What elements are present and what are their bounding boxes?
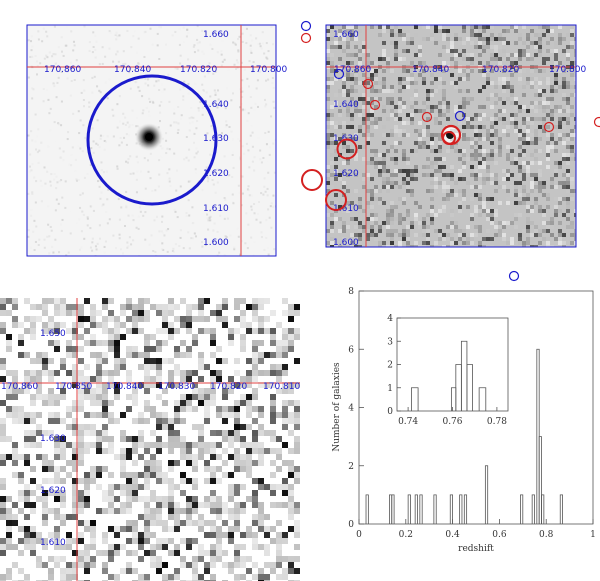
- inset-y-tick-label: 0: [387, 407, 393, 417]
- galaxy-marker-red-large: [301, 169, 323, 191]
- histogram-bar: [459, 494, 463, 524]
- x-tick-label: 0.6: [492, 530, 507, 540]
- panel-c-dec-label: 1.650: [40, 329, 66, 339]
- galaxy-marker-red-large: [336, 138, 358, 160]
- panel-c-image: 170.860 170.850 170.840 170.830 170.820 …: [0, 298, 300, 581]
- histogram-bar: [391, 494, 395, 524]
- panel-c-ra-label: 170.850: [55, 382, 92, 392]
- panel-b-dec-label: 1.600: [333, 238, 359, 248]
- inset-x-tick-label: 0.74: [398, 417, 418, 427]
- histogram-bar: [559, 494, 563, 524]
- panel-a-ra-label: 170.860: [44, 65, 81, 75]
- panel-a-ra-label: 170.800: [250, 65, 287, 75]
- panel-a-dec-label: 1.620: [203, 169, 229, 179]
- y-tick-label: 6: [348, 345, 354, 355]
- x-tick-label: 0.8: [539, 530, 554, 540]
- histogram-bar: [538, 436, 542, 524]
- panel-a-image: 170.860 170.840 170.820 170.800 1.660 1.…: [26, 24, 287, 257]
- galaxy-marker-blue: [454, 110, 466, 122]
- galaxy-marker-blue: [333, 68, 345, 80]
- panel-c-ra-label: 170.810: [263, 382, 300, 392]
- histogram-bar: [463, 494, 468, 524]
- panel-a-dec-label: 1.610: [203, 204, 229, 214]
- panel-b-dec-label: 1.660: [333, 30, 359, 40]
- x-tick-label: 0.4: [445, 530, 460, 540]
- panel-b-ra-label: 170.800: [549, 65, 586, 75]
- histogram-bar: [433, 494, 437, 524]
- inset-bar: [466, 364, 473, 411]
- inset-y-tick-label: 4: [387, 314, 393, 324]
- panel-c-dec-label: 1.630: [40, 434, 66, 444]
- histogram-ylabel: Number of galaxies: [332, 362, 342, 452]
- panel-a-dec-label: 1.630: [203, 134, 229, 144]
- panel-b-image: 170.860 170.840 170.820 170.800 1.660 1.…: [300, 20, 600, 282]
- panel-c-ra-label: 170.830: [158, 382, 195, 392]
- panel-c-ra-label: 170.820: [210, 382, 247, 392]
- panel-c-dec-label: 1.610: [40, 538, 66, 548]
- panel-c-ra-label: 170.840: [106, 382, 143, 392]
- inset-y-tick-label: 2: [387, 361, 393, 371]
- panel-b-dec-label: 1.640: [333, 100, 359, 110]
- galaxy-marker-red: [442, 131, 456, 145]
- y-tick-label: 0: [348, 520, 354, 530]
- galaxy-marker-red: [593, 116, 600, 128]
- galaxy-marker-blue: [508, 270, 520, 282]
- histogram-bar: [520, 494, 524, 524]
- inset-bar: [411, 387, 419, 411]
- x-tick-label: 0: [356, 530, 362, 540]
- panel-a-frame: [26, 24, 277, 257]
- inset-x-tick-label: 0.78: [487, 417, 507, 427]
- panel-a-ra-label: 170.820: [180, 65, 217, 75]
- galaxy-marker-red: [362, 78, 374, 90]
- inset-bar: [478, 387, 487, 411]
- panel-c-ra-label: 170.860: [1, 382, 38, 392]
- y-tick-label: 4: [348, 404, 354, 414]
- histogram-bar: [531, 494, 535, 524]
- panel-b-frame: [325, 24, 577, 248]
- panel-a-dec-label: 1.600: [203, 238, 229, 248]
- panel-b-ra-label: 170.820: [482, 65, 519, 75]
- inset-y-tick-label: 1: [387, 384, 393, 394]
- histogram-bar: [407, 494, 411, 524]
- y-tick-label: 8: [348, 287, 354, 297]
- panel-a-dec-label: 1.660: [203, 30, 229, 40]
- panel-a-dec-label: 1.640: [203, 100, 229, 110]
- histogram-xlabel: redshift: [458, 544, 494, 554]
- galaxy-marker-blue: [300, 20, 312, 32]
- x-tick-label: 0.2: [399, 530, 413, 540]
- panel-c-dec-label: 1.620: [40, 486, 66, 496]
- histogram-bar: [419, 494, 423, 524]
- histogram-bar: [414, 494, 418, 524]
- galaxy-marker-red: [543, 121, 555, 133]
- histogram-bar: [541, 494, 545, 524]
- galaxy-marker-red: [300, 32, 312, 44]
- y-tick-label: 2: [348, 462, 354, 472]
- redshift-histogram: 0 0.2 0.4 0.6 0.8 1 0 2 4 6 8 redshift Number of g…: [332, 287, 596, 554]
- histogram-bar: [449, 494, 453, 524]
- panel-b-ra-label: 170.840: [412, 65, 449, 75]
- histogram-bar: [365, 494, 369, 524]
- galaxy-marker-red-large: [325, 189, 347, 211]
- inset-y-tick-label: 3: [387, 337, 393, 347]
- panel-a-aperture-circle: [86, 74, 218, 206]
- panel-b-dec-label: 1.620: [333, 169, 359, 179]
- x-tick-label: 1: [590, 530, 596, 540]
- galaxy-marker-red: [369, 99, 381, 111]
- panel-a-ra-label: 170.840: [114, 65, 151, 75]
- panel-b-ra-label: 170.860: [334, 65, 371, 75]
- panel-b-dec-label: 1.610: [333, 204, 359, 214]
- histogram-bar: [484, 465, 489, 524]
- inset-frame: [396, 317, 509, 412]
- galaxy-marker-red: [421, 111, 433, 123]
- inset-x-tick-label: 0.76: [442, 417, 462, 427]
